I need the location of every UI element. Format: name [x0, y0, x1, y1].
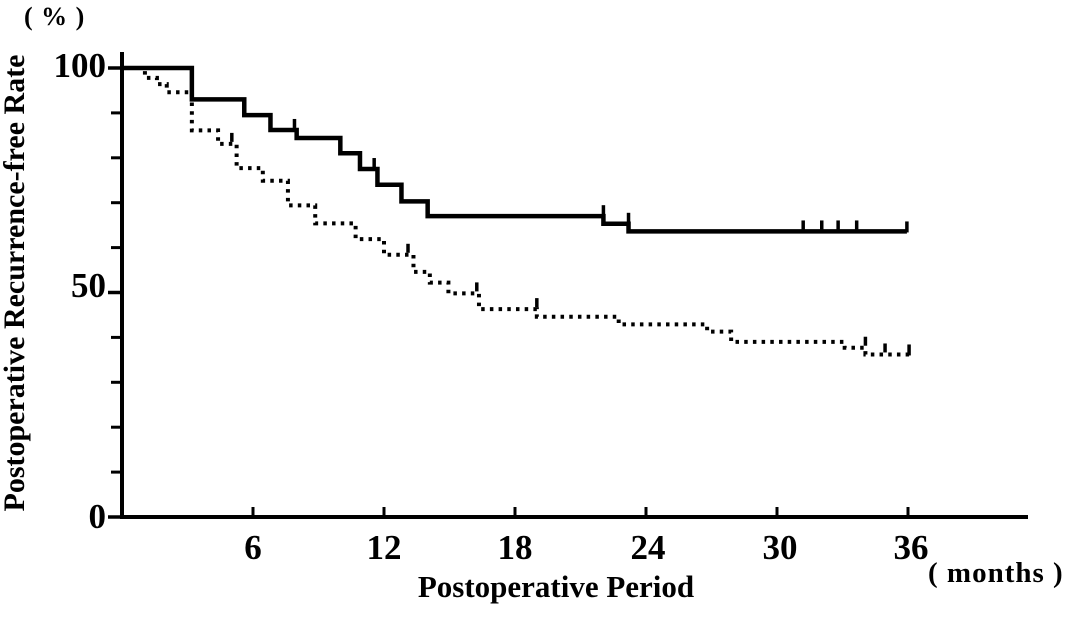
x-axis-title: Postoperative Period — [417, 569, 695, 604]
x-tick-label-18: 18 — [497, 528, 533, 567]
x-tick-label-12: 12 — [366, 528, 402, 567]
y-tick-label-50: 50 — [71, 266, 106, 305]
y-axis-title: Postoperative Recurrence-free Rate — [0, 54, 31, 512]
x-tick-label-36: 36 — [893, 528, 929, 567]
y-axis-unit-label: ( % ) — [24, 2, 86, 31]
dotted-survival-curve — [122, 66, 910, 357]
x-tick-label-24: 24 — [630, 528, 666, 567]
x-tick-label-6: 6 — [244, 528, 262, 567]
solid-survival-curve — [122, 65, 907, 234]
y-tick-label-100: 100 — [53, 46, 107, 85]
y-tick-label-0: 0 — [88, 497, 107, 536]
x-axis-unit-label: ( months ) — [928, 557, 1064, 589]
x-tick-label-30: 30 — [762, 528, 798, 567]
